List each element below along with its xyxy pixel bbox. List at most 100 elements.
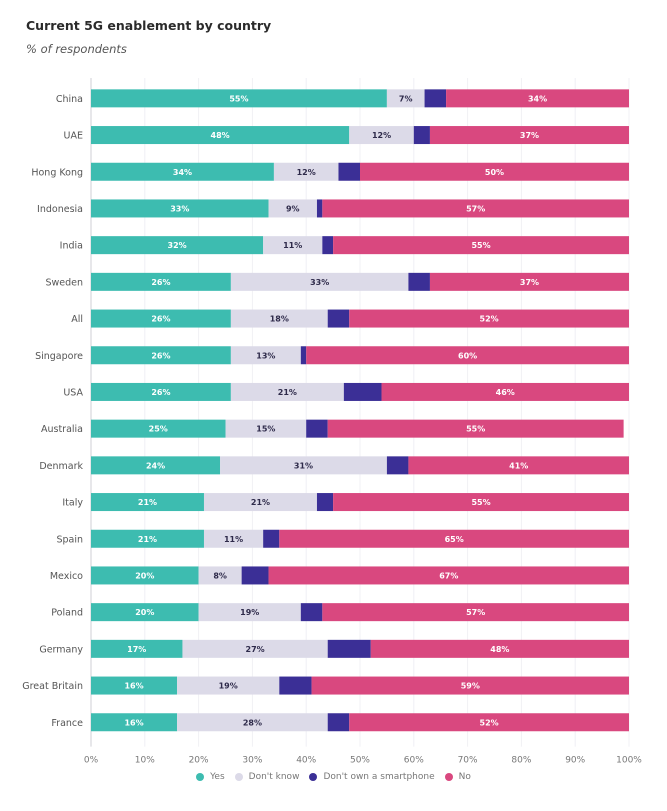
bar-segment-no [429,126,629,145]
x-tick-label: 30% [242,756,262,766]
legend-dot-icon [444,773,453,781]
bar-segment-no [306,346,629,365]
bar-segment-no [322,199,629,218]
bar-segment-don-t-know [198,566,242,585]
bar-segment-don-t-own-a-smartphone [327,713,350,732]
bar-segment-don-t-know [386,89,425,108]
data-label: 12% [297,168,316,177]
bar-segment-no [370,639,629,658]
data-label: 21% [138,535,157,544]
data-label: 15% [256,425,275,434]
category-label: Hong Kong [31,167,83,178]
x-tick-label: 20% [189,756,209,766]
data-label: 55% [466,425,485,434]
category-label: China [56,94,83,105]
category-label: UAE [64,131,83,142]
bar-segment-yes [91,456,221,475]
data-label: 17% [127,645,146,654]
bar-segment-don-t-own-a-smartphone [386,456,409,475]
bar-segment-don-t-know [225,419,307,438]
data-label: 19% [240,608,259,617]
bar-segment-yes [91,639,183,658]
x-tick-label: 70% [458,756,478,766]
bar-segment-don-t-own-a-smartphone [413,126,430,145]
bar-segment-yes [91,236,264,255]
category-label: Sweden [45,277,83,288]
data-label: 55% [471,498,490,507]
bar-segment-no [333,493,629,512]
data-label: 60% [458,351,477,360]
bar-segment-don-t-own-a-smartphone [322,236,334,255]
bar-segment-yes [91,529,204,548]
bar-segment-yes [91,309,231,328]
bar-segment-don-t-own-a-smartphone [316,493,334,512]
legend-label: Don't own a smartphone [323,772,435,782]
legend-item: Don't own a smartphone [309,772,435,782]
bar-segment-don-t-know [230,272,409,291]
data-label: 65% [445,535,464,544]
legend-item: Don't know [234,772,300,782]
data-label: 34% [173,168,192,177]
legend-label: Don't know [248,772,300,782]
bar-segment-don-t-own-a-smartphone [327,309,350,328]
bar-segment-don-t-own-a-smartphone [300,346,307,365]
x-axis-ticks: 0% 10% 20% 30% 40% 50% 60% 70% 80% 90% 100% [84,756,642,766]
bar-segment-no [446,89,629,108]
data-label: 48% [211,131,230,140]
data-label: 26% [151,315,170,324]
bar-segment-yes [91,382,231,401]
bar-segment-don-t-own-a-smartphone [327,639,371,658]
x-tick-label: 80% [511,756,531,766]
data-label: 11% [224,535,243,544]
data-label: 41% [509,461,528,470]
bar-segment-don-t-own-a-smartphone [408,272,430,291]
category-label: Singapore [35,351,83,362]
bar-segment-no [279,529,629,548]
chart-subtitle: % of respondents [26,42,127,56]
category-label: Australia [41,424,83,435]
bar-segment-no [327,419,624,438]
data-label: 33% [310,278,329,287]
bar-segment-no [322,603,629,622]
category-label: Poland [51,608,83,619]
bar-segment-don-t-own-a-smartphone [279,676,312,695]
category-label: Denmark [39,461,83,472]
bar-segment-don-t-own-a-smartphone [343,382,382,401]
bar-segment-no [333,236,629,255]
data-label: 16% [124,682,143,691]
data-label: 18% [270,315,289,324]
bar-segment-don-t-know [177,713,328,732]
bar-segment-don-t-own-a-smartphone [263,529,280,548]
data-label: 21% [138,498,157,507]
bar-segment-yes [91,566,199,585]
bar-segment-don-t-know [230,309,328,328]
bar-segment-yes [91,126,350,145]
data-label: 34% [528,94,547,103]
data-label: 31% [294,461,313,470]
category-label: Indonesia [37,204,83,215]
bar-segment-yes [91,676,178,695]
data-label: 52% [480,718,499,727]
bar-segment-yes [91,603,199,622]
data-label: 8% [213,571,227,580]
grid-lines [90,78,630,747]
data-label: 26% [151,351,170,360]
data-label: 50% [485,168,504,177]
bar-segment-no [429,272,629,291]
data-label: 37% [520,131,539,140]
bar-segment-don-t-know [268,199,317,218]
data-label: 33% [170,204,189,213]
x-tick-label: 90% [565,756,585,766]
bar-segment-don-t-own-a-smartphone [316,199,323,218]
x-tick-label: 10% [135,756,155,766]
bar-segment-don-t-know [177,676,280,695]
bar-segment-don-t-know [203,529,264,548]
legend-item: No [444,772,471,782]
data-label: 55% [229,94,248,103]
data-label: 11% [283,241,302,250]
x-tick-label: 40% [296,756,316,766]
x-tick-label: 60% [404,756,424,766]
category-label: Germany [39,644,83,655]
bar-segment-don-t-know [230,382,344,401]
